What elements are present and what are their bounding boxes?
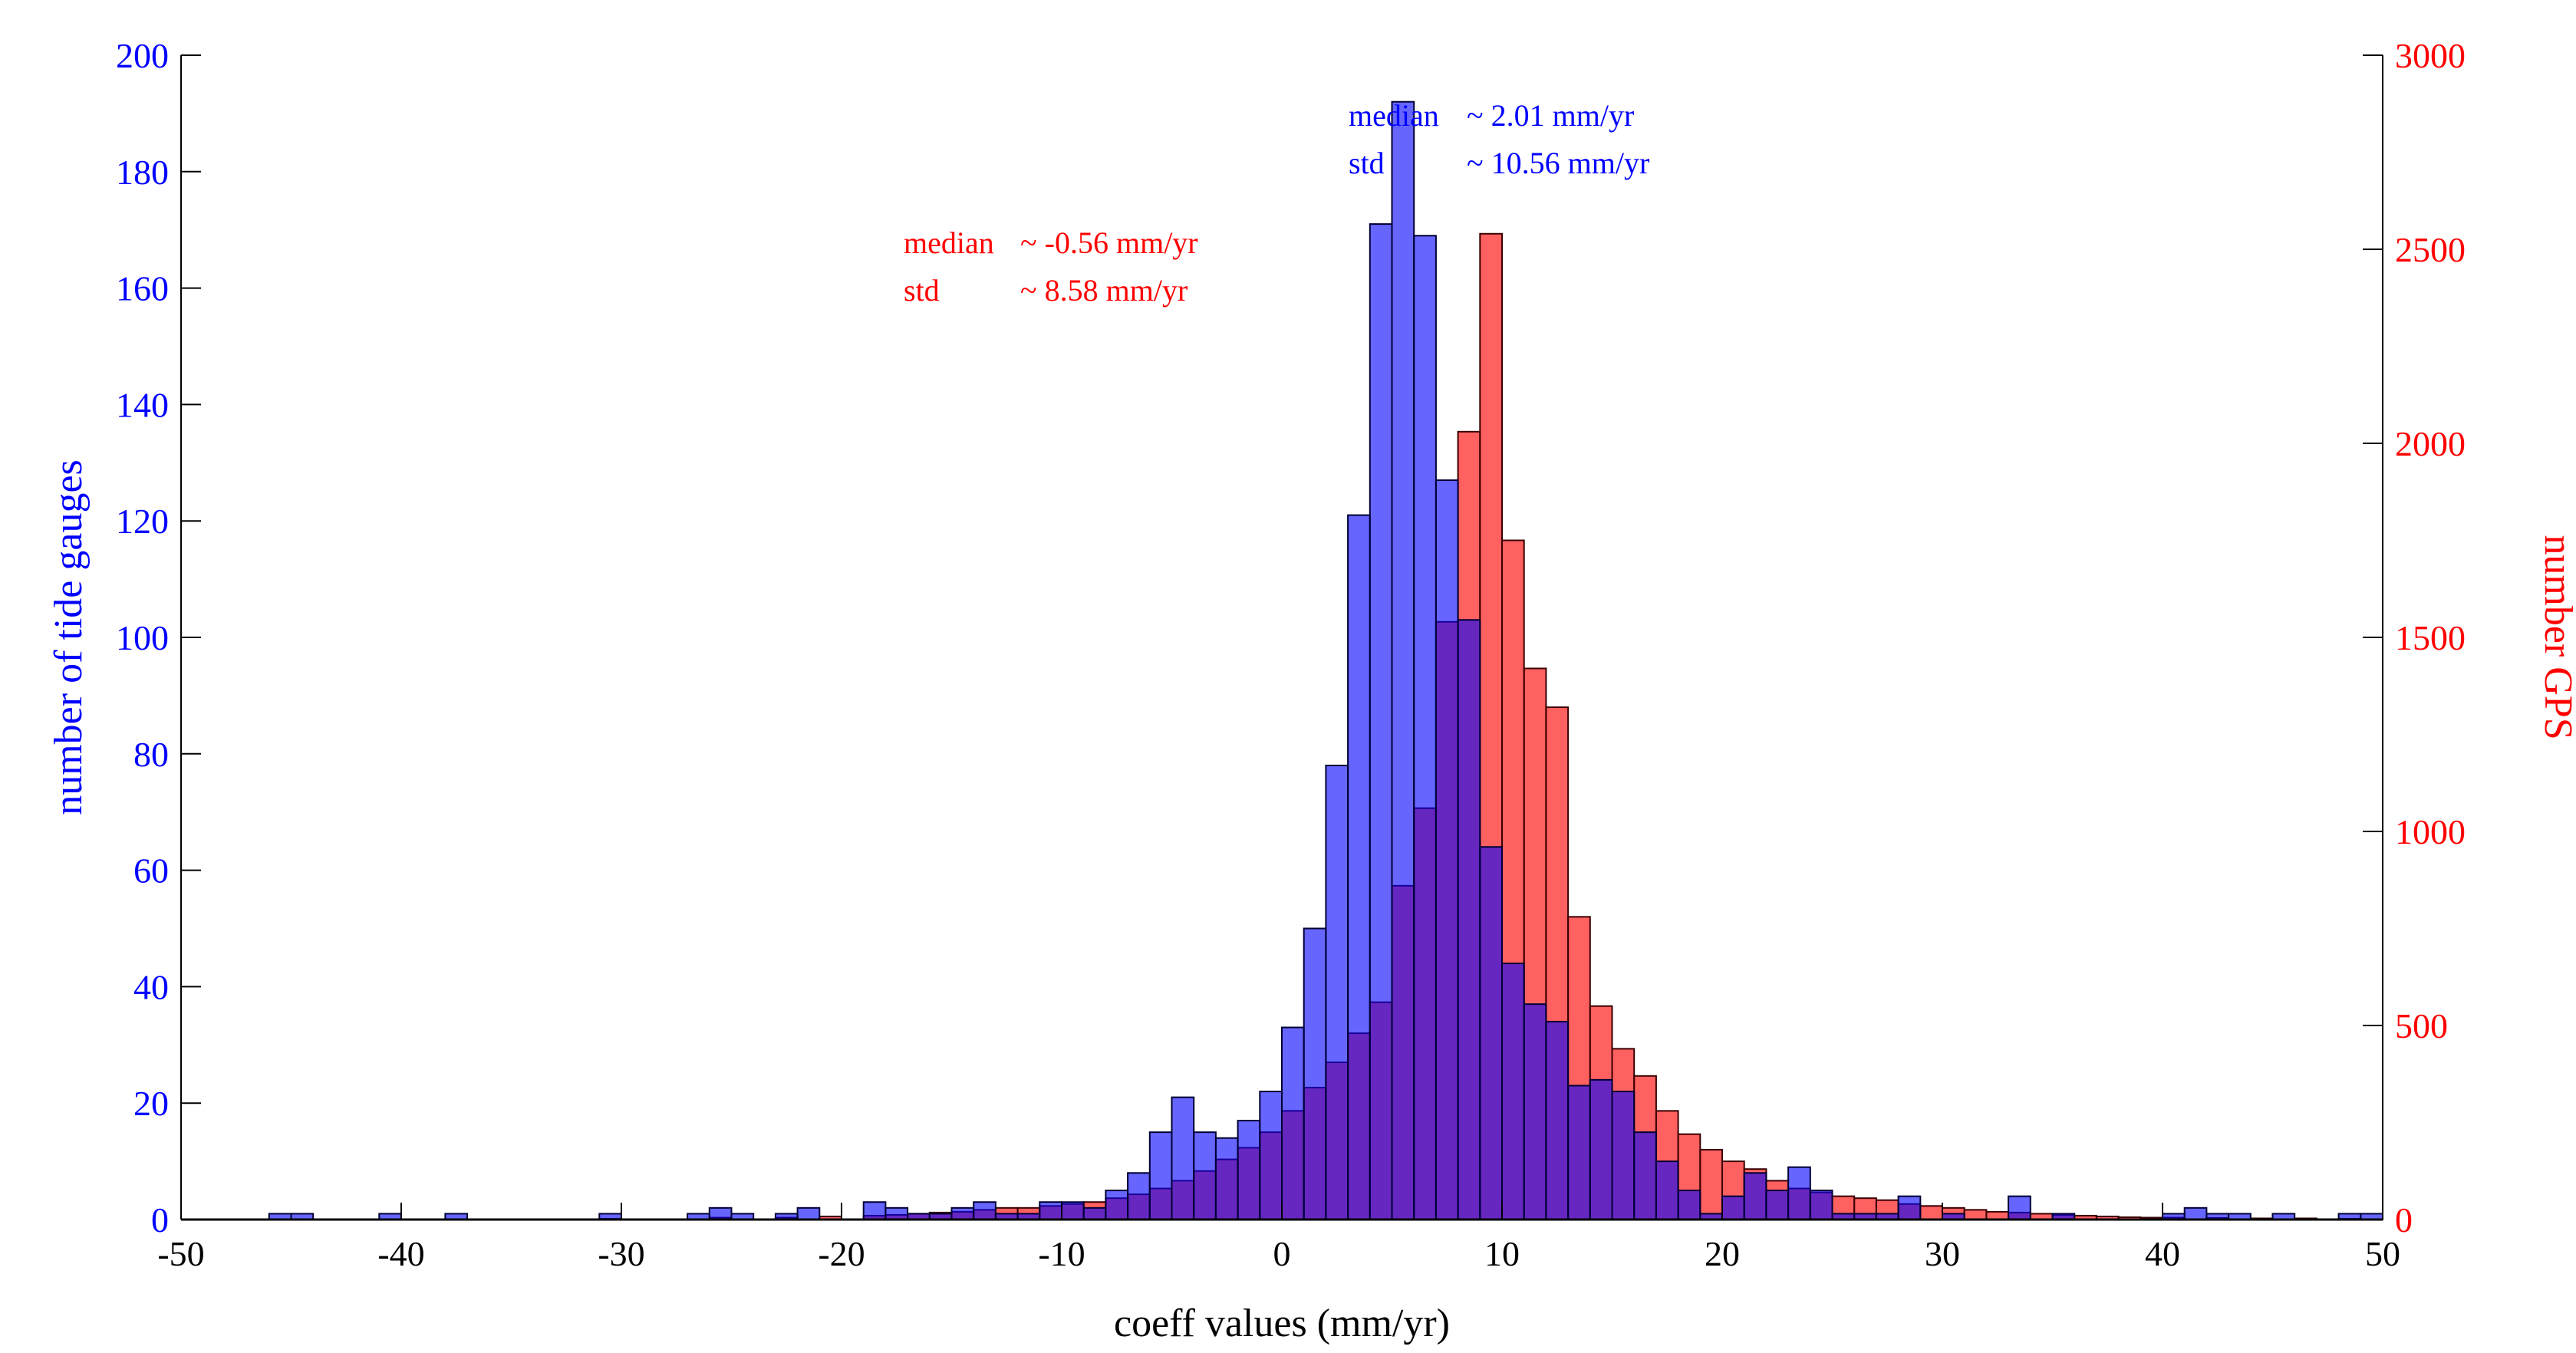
right-y-tick-label: 1500	[2395, 618, 2466, 657]
tide-gauge-bar	[1611, 1091, 1636, 1221]
tide-gauge-bar	[950, 1207, 975, 1220]
right-y-tick-label: 500	[2395, 1006, 2448, 1045]
tide-gauge-bar	[1677, 1190, 1701, 1221]
tide-gauge-bar	[1721, 1195, 1745, 1221]
tide-gauge-bar	[1743, 1172, 1767, 1221]
right-y-tick-label: 2000	[2395, 424, 2466, 463]
tide-gauge-bar	[1325, 764, 1349, 1220]
right-y-tick-label: 1000	[2395, 812, 2466, 851]
tide-gauge-bar	[1589, 1078, 1613, 1220]
left-y-tick-label: 60	[133, 851, 169, 890]
tide-std-label: std	[1349, 146, 1385, 180]
right-y-axis-label: number GPS	[2536, 535, 2576, 739]
tide-median-label: median	[1349, 98, 1439, 133]
left-y-tick-label: 160	[116, 269, 169, 308]
gps-stats-annotation: median ~ -0.56 mm/yr std ~ 8.58 mm/yr	[904, 226, 1198, 308]
tide-gauge-bar	[1479, 846, 1504, 1220]
x-tick-label: -50	[157, 1234, 204, 1273]
left-y-axis-label: number of tide gauges	[47, 459, 91, 815]
left-y-tick-label: 20	[133, 1084, 169, 1123]
gps-bar	[1919, 1205, 1944, 1221]
tide-gauge-bar	[1523, 1003, 1547, 1221]
right-y-tick-label: 0	[2395, 1200, 2413, 1239]
tide-gauge-bar	[1435, 479, 1459, 1220]
tide-gauge-bar	[973, 1201, 996, 1220]
gps-median-label: median	[904, 226, 994, 260]
gps-median-value: ~ -0.56 mm/yr	[1020, 226, 1198, 260]
gps-bar	[1985, 1210, 2010, 1221]
gps-std-label: std	[904, 273, 940, 308]
tide-gauge-bar	[1237, 1119, 1261, 1220]
tide-gauge-bar	[2183, 1207, 2208, 1220]
x-axis-label: coeff values (mm/yr)	[1114, 1302, 1450, 1345]
left-y-tick-label: 100	[116, 618, 169, 657]
left-y-tick-label: 0	[151, 1200, 169, 1239]
tide-gauge-bar	[1214, 1137, 1239, 1220]
tide-gauge-bar	[1259, 1091, 1283, 1221]
tide-median-value: ~ 2.01 mm/yr	[1467, 98, 1634, 133]
tide-gauge-bar	[1148, 1131, 1173, 1221]
tide-gauge-bar	[1809, 1190, 1833, 1221]
x-tick-label: 30	[1925, 1234, 1960, 1273]
x-tick-label: 0	[1273, 1234, 1291, 1273]
tide-gauge-bar	[708, 1207, 733, 1220]
tide-gauge-bar	[1105, 1190, 1129, 1221]
tide-gauge-bar	[1787, 1166, 1811, 1220]
tide-gauge-bar	[1127, 1172, 1151, 1221]
tide-gauge-bar	[1369, 223, 1393, 1220]
tide-gauge-bar	[1457, 619, 1481, 1220]
tide-gauge-bar	[1303, 927, 1327, 1220]
right-y-tick-label: 3000	[2395, 36, 2466, 75]
tide-gauge-bar	[1039, 1201, 1063, 1220]
tide-gauge-bar	[862, 1201, 887, 1220]
left-y-tick-label: 80	[133, 735, 169, 774]
tide-gauge-stats-annotation: median ~ 2.01 mm/yr std ~ 10.56 mm/yr	[1349, 98, 1649, 180]
tide-gauge-bar	[1897, 1195, 1922, 1221]
tide-gauge-bar	[1655, 1160, 1679, 1220]
left-y-tick-label: 120	[116, 502, 169, 541]
tide-gauge-bar	[1347, 514, 1371, 1220]
tide-gauge-bar	[1413, 235, 1437, 1220]
tide-gauge-bar	[1633, 1131, 1657, 1221]
x-tick-label: -30	[598, 1234, 644, 1273]
x-tick-label: 40	[2145, 1234, 2180, 1273]
tide-std-value: ~ 10.56 mm/yr	[1467, 146, 1649, 180]
gps-bar	[1699, 1148, 1724, 1221]
left-y-tick-label: 40	[133, 967, 169, 1006]
axes: -50 -40 -30 -20 -10 0 10 20 30 40 5002040608010012…	[116, 36, 2466, 1273]
left-y-tick-label: 140	[116, 385, 169, 424]
tide-gauge-bar	[1281, 1026, 1305, 1221]
tide-gauge-bars	[268, 100, 2384, 1221]
tide-gauge-bar	[884, 1207, 909, 1220]
tide-gauge-bar	[1391, 100, 1415, 1221]
tide-gauge-bar	[2008, 1195, 2031, 1221]
tide-gauge-bar	[1061, 1201, 1085, 1220]
x-tick-label: 10	[1484, 1234, 1520, 1273]
x-tick-label: 20	[1705, 1234, 1740, 1273]
x-tick-label: -10	[1038, 1234, 1085, 1273]
left-y-tick-label: 180	[116, 153, 169, 192]
tide-gauge-bar	[1765, 1190, 1790, 1221]
gps-bar	[1963, 1209, 1988, 1220]
tide-gauge-bar	[796, 1207, 821, 1220]
x-tick-label: 50	[2365, 1234, 2400, 1273]
x-tick-label: -20	[818, 1234, 865, 1273]
left-y-tick-label: 200	[116, 36, 169, 75]
tide-gauge-bar	[1545, 1020, 1570, 1220]
tide-gauge-bar	[1501, 963, 1525, 1221]
right-y-tick-label: 2500	[2395, 230, 2466, 269]
tide-gauge-bar	[1171, 1096, 1195, 1220]
x-tick-label: -40	[377, 1234, 424, 1273]
tide-gauge-bar	[1193, 1131, 1217, 1221]
tide-gauge-bar	[1082, 1207, 1107, 1220]
tide-gauge-bar	[1567, 1085, 1591, 1221]
gps-std-value: ~ 8.58 mm/yr	[1020, 273, 1188, 308]
